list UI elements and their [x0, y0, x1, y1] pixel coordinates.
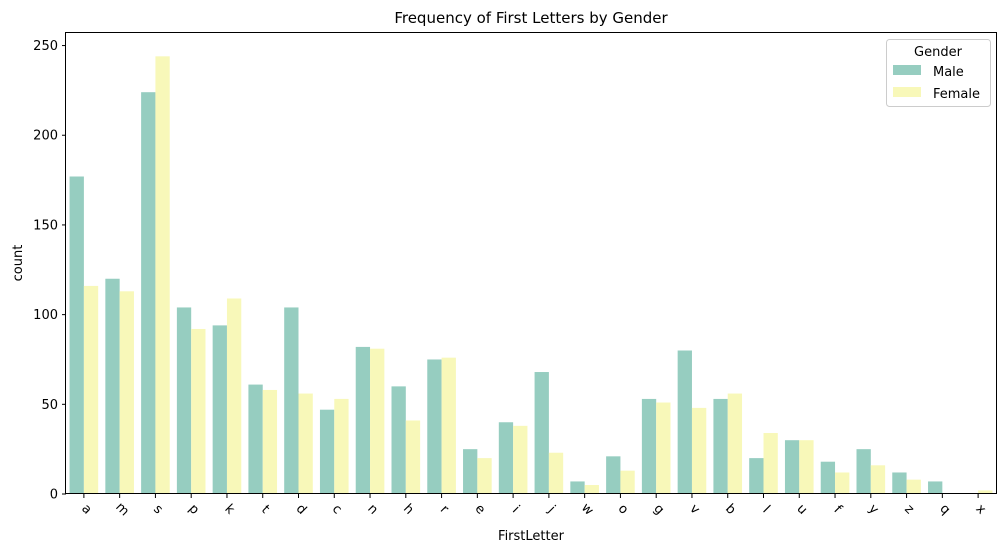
bar-female-p: [191, 328, 206, 494]
bar-female-t: [262, 389, 278, 494]
x-tick-label-w: w: [578, 500, 596, 518]
x-tick-label-h: h: [400, 501, 416, 517]
bar-female-x: [978, 490, 993, 494]
x-axis-title: FirstLetter: [498, 529, 565, 544]
bar-male-p: [176, 307, 192, 494]
x-tick-label-s: s: [150, 502, 166, 518]
x-tick-label-y: y: [865, 501, 881, 517]
x-tick-label-c: c: [329, 502, 345, 518]
legend-swatch-male: [893, 65, 921, 75]
y-tick-label: 50: [41, 398, 58, 413]
y-tick-label: 100: [33, 308, 58, 323]
y-tick-label: 0: [50, 488, 58, 503]
x-tick-label-q: q: [937, 501, 953, 517]
bar-female-j: [548, 452, 564, 494]
bar-female-g: [656, 402, 671, 494]
bar-male-c: [319, 409, 335, 494]
bar-male-a: [69, 176, 84, 494]
bar-male-d: [284, 307, 299, 494]
bar-female-a: [83, 285, 99, 494]
x-tick-label-m: m: [112, 500, 132, 520]
bar-male-m: [105, 278, 120, 494]
x-tick-label-k: k: [221, 502, 237, 518]
legend-swatch-female: [893, 87, 921, 97]
chart-title: Frequency of First Letters by Gender: [394, 9, 668, 27]
bar-female-n: [370, 348, 385, 494]
x-tick-label-j: j: [544, 502, 558, 516]
legend-title: Gender: [914, 45, 963, 60]
x-tick-label-n: n: [364, 501, 380, 517]
x-tick-label-o: o: [615, 501, 631, 517]
x-tick-label-p: p: [185, 501, 201, 517]
bar-female-b: [727, 393, 743, 494]
x-tick-label-z: z: [901, 502, 917, 518]
bar-female-v: [691, 407, 707, 494]
bar-female-h: [405, 420, 421, 494]
bar-female-k: [226, 298, 242, 494]
bar-female-l: [763, 433, 778, 494]
bar-male-v: [677, 350, 692, 494]
bar-male-w: [570, 481, 585, 494]
bar-male-l: [749, 458, 764, 494]
y-tick-label: 250: [33, 39, 58, 54]
x-tick-label-x: x: [973, 501, 989, 517]
x-tick-label-t: t: [258, 502, 272, 516]
bars-group: [69, 56, 993, 494]
bar-female-i: [513, 425, 528, 494]
bar-male-u: [784, 440, 800, 494]
x-tick-label-b: b: [722, 501, 738, 517]
bar-female-f: [835, 472, 850, 494]
bar-female-y: [870, 465, 886, 494]
x-tick-label-f: f: [831, 503, 845, 517]
bar-male-b: [713, 398, 728, 494]
bar-male-s: [141, 92, 156, 494]
bar-female-s: [155, 56, 170, 494]
legend-label-male: Male: [933, 65, 964, 80]
x-tick-label-r: r: [437, 502, 452, 517]
bar-female-e: [477, 458, 492, 494]
y-tick-label: 150: [33, 218, 58, 233]
bar-male-g: [641, 398, 657, 494]
bar-male-i: [498, 422, 514, 494]
bar-male-o: [606, 456, 621, 494]
bar-male-t: [248, 384, 263, 494]
bar-female-r: [441, 357, 456, 494]
legend: Gender Male Female: [886, 39, 991, 107]
bar-female-c: [334, 398, 349, 494]
y-tick-label: 200: [33, 129, 58, 144]
bar-male-k: [212, 325, 227, 494]
x-tick-label-l: l: [759, 503, 772, 516]
bar-male-q: [928, 481, 943, 494]
bar-female-o: [620, 470, 635, 494]
legend-label-female: Female: [933, 87, 980, 102]
x-tick-label-a: a: [78, 501, 94, 517]
x-tick-label-g: g: [650, 501, 666, 517]
bar-male-z: [892, 472, 907, 494]
x-tick-label-d: d: [293, 501, 309, 517]
x-tick-label-e: e: [472, 501, 488, 517]
bar-male-y: [856, 449, 871, 494]
plot-frame: [65, 32, 997, 494]
bar-male-j: [534, 372, 549, 494]
bar-male-n: [355, 346, 371, 494]
y-axis: 0 50 100 150 200 250: [33, 39, 66, 503]
bar-male-f: [820, 461, 836, 494]
y-axis-title: count: [11, 245, 26, 282]
bar-male-e: [463, 449, 478, 494]
bar-female-d: [298, 393, 313, 494]
x-tick-label-i: i: [509, 503, 522, 516]
x-tick-label-v: v: [686, 501, 702, 517]
bar-female-u: [799, 440, 814, 494]
bar-female-w: [584, 485, 599, 494]
bar-female-z: [906, 479, 921, 494]
bar-female-m: [119, 291, 134, 494]
bar-male-h: [391, 386, 406, 494]
x-tick-label-u: u: [794, 501, 810, 517]
bar-male-r: [427, 359, 442, 494]
